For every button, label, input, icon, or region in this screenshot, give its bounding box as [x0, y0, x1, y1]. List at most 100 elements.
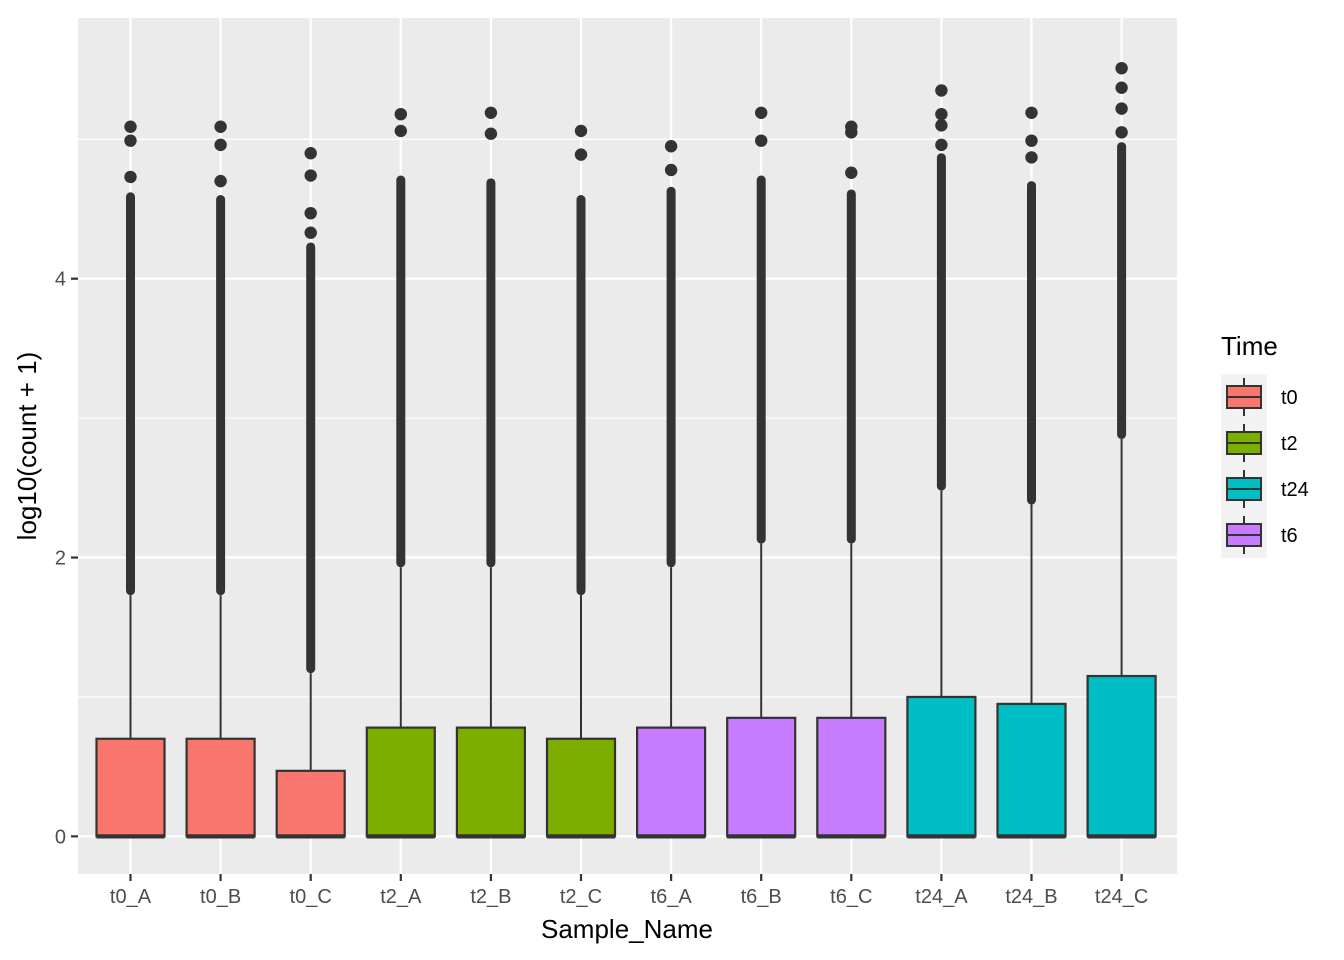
outlier-point [1025, 134, 1038, 147]
box-body [95, 737, 166, 838]
outlier-point [1115, 61, 1128, 75]
outlier-point [484, 127, 498, 140]
box-body [455, 726, 526, 838]
outlier-point [664, 140, 678, 153]
outlier-band [396, 175, 406, 568]
outlier-point [214, 138, 227, 152]
outlier-point [484, 106, 498, 120]
box-body [906, 695, 977, 838]
outlier-band [936, 153, 946, 491]
box-body [635, 726, 707, 838]
outlier-point [755, 106, 768, 120]
outlier-point [304, 206, 317, 220]
outlier-point [574, 148, 588, 161]
box-t24_B [996, 106, 1067, 839]
x-tick-label: t0_C [290, 886, 332, 908]
outlier-band [486, 178, 496, 568]
boxes [95, 61, 1157, 839]
x-tick-label: t6_C [830, 886, 872, 908]
outlier-point [214, 120, 227, 133]
outlier-band [1027, 181, 1036, 505]
x-tick-label: t6_B [741, 886, 782, 908]
legend-label: t24 [1281, 479, 1309, 501]
box-t2_C [545, 124, 617, 839]
outlier-band [306, 242, 316, 674]
box-body [545, 737, 617, 838]
outlier-point [574, 124, 588, 138]
outlier-point [1115, 102, 1128, 115]
plot-panel [78, 18, 1177, 874]
x-tick-label: t24_A [915, 886, 968, 908]
outlier-point [1115, 126, 1128, 139]
y-axis-title: log10(count + 1) [12, 352, 42, 541]
x-tick-label: t0_A [110, 886, 152, 908]
box-t6_A [635, 140, 707, 839]
outlier-point [845, 120, 858, 133]
y-tick-label: 4 [55, 269, 66, 291]
box-body [816, 716, 887, 838]
x-axis-ticks: t0_A t0_B t0_C t2_A t2_B t2_C t6_A t6_B t6_C t24_… [110, 874, 1148, 908]
outlier-point [304, 169, 317, 182]
outlier-point [304, 226, 317, 239]
x-axis-title: Sample_Name [541, 914, 713, 944]
outlier-point [214, 174, 227, 188]
box-t24_A [906, 84, 977, 839]
y-tick-label: 2 [55, 548, 66, 570]
outlier-band [666, 186, 676, 568]
outlier-point [935, 84, 948, 97]
box-t2_A [365, 107, 436, 839]
outlier-point [124, 170, 137, 184]
box-t0_A [95, 120, 166, 839]
legend-item-t24: t24 [1221, 466, 1309, 512]
outlier-band [216, 195, 226, 596]
outlier-point [1025, 151, 1038, 164]
legend-label: t2 [1281, 433, 1298, 455]
outlier-band [846, 189, 856, 544]
outlier-point [124, 120, 137, 133]
legend-label: t6 [1281, 525, 1298, 547]
legend-item-t6: t6 [1221, 512, 1298, 558]
box-body [1086, 674, 1157, 838]
legend-item-t2: t2 [1221, 420, 1298, 466]
outlier-band [126, 192, 135, 596]
x-tick-label: t24_B [1005, 886, 1057, 908]
outlier-point [124, 134, 137, 147]
legend-title: Time [1221, 331, 1278, 361]
box-t6_C [816, 120, 887, 839]
y-tick-label: 0 [55, 826, 66, 848]
outlier-point [394, 124, 407, 138]
outlier-point [1115, 81, 1128, 94]
x-tick-label: t6_A [651, 886, 693, 908]
x-tick-label: t0_B [200, 886, 241, 908]
outlier-point [935, 119, 948, 132]
box-t0_C [275, 147, 346, 839]
outlier-point [394, 107, 407, 121]
outlier-point [935, 138, 948, 152]
outlier-point [845, 166, 858, 179]
outlier-point [1025, 106, 1038, 120]
outlier-band [576, 195, 586, 596]
box-body [275, 769, 346, 838]
box-t6_B [726, 106, 797, 839]
x-tick-label: t2_C [560, 886, 602, 908]
outlier-point [304, 147, 317, 160]
box-t24_C [1086, 61, 1157, 839]
x-tick-label: t2_B [470, 886, 511, 908]
box-body [185, 737, 256, 838]
grid-minor [78, 138, 1177, 698]
box-t2_B [455, 106, 526, 839]
legend-label: t0 [1281, 387, 1298, 409]
x-tick-label: t2_A [380, 886, 422, 908]
outlier-point [935, 107, 948, 121]
outlier-point [664, 163, 678, 177]
box-body [726, 716, 797, 838]
y-axis-ticks: 0 2 4 [55, 269, 78, 848]
x-tick-label: t24_C [1095, 886, 1148, 908]
outlier-band [1117, 142, 1127, 440]
box-body [996, 702, 1067, 838]
legend: Time t0 t2 t24 t6 [1221, 331, 1309, 558]
outlier-band [756, 175, 766, 544]
box-t0_B [185, 120, 256, 839]
box-body [365, 726, 436, 838]
